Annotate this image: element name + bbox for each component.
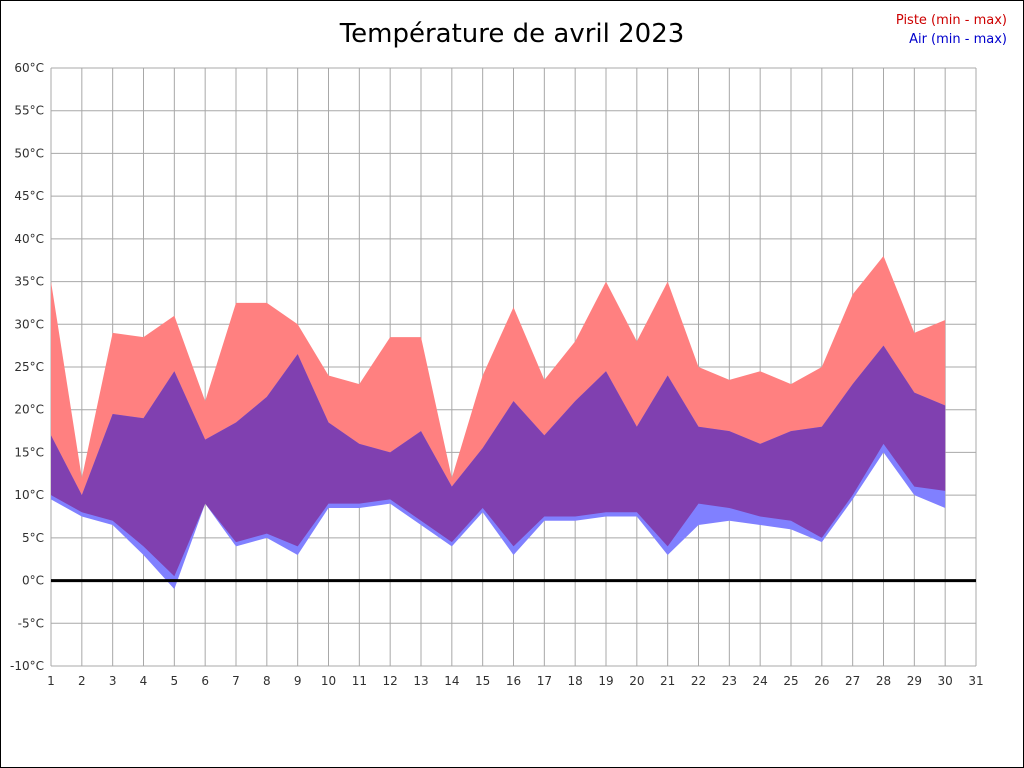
svg-text:45°C: 45°C xyxy=(14,189,44,203)
svg-text:25°C: 25°C xyxy=(14,360,44,374)
svg-text:13: 13 xyxy=(413,674,428,688)
svg-text:21: 21 xyxy=(660,674,675,688)
svg-text:20°C: 20°C xyxy=(14,403,44,417)
svg-text:-10°C: -10°C xyxy=(10,659,44,673)
svg-text:10: 10 xyxy=(321,674,336,688)
svg-text:11: 11 xyxy=(352,674,367,688)
svg-text:31: 31 xyxy=(968,674,983,688)
svg-text:28: 28 xyxy=(876,674,891,688)
svg-text:27: 27 xyxy=(845,674,860,688)
svg-text:16: 16 xyxy=(506,674,521,688)
svg-text:50°C: 50°C xyxy=(14,146,44,160)
svg-text:23: 23 xyxy=(722,674,737,688)
svg-text:7: 7 xyxy=(232,674,240,688)
svg-text:60°C: 60°C xyxy=(14,61,44,75)
svg-text:55°C: 55°C xyxy=(14,104,44,118)
svg-text:5°C: 5°C xyxy=(22,531,44,545)
legend: Piste (min - max) Air (min - max) xyxy=(896,11,1007,49)
svg-text:12: 12 xyxy=(383,674,398,688)
svg-text:19: 19 xyxy=(598,674,613,688)
overlap-band xyxy=(51,345,946,577)
chart-title: Température de avril 2023 xyxy=(339,19,685,49)
svg-text:18: 18 xyxy=(568,674,583,688)
svg-text:1: 1 xyxy=(47,674,55,688)
legend-air: Air (min - max) xyxy=(909,32,1007,47)
svg-text:-5°C: -5°C xyxy=(18,616,44,630)
y-axis-labels: -10°C -5°C 0°C 5°C 10°C 15°C 20°C 25°C 30°C 35°C 4… xyxy=(10,61,44,673)
svg-text:5: 5 xyxy=(171,674,179,688)
svg-text:8: 8 xyxy=(263,674,271,688)
svg-text:22: 22 xyxy=(691,674,706,688)
svg-text:17: 17 xyxy=(537,674,552,688)
legend-piste: Piste (min - max) xyxy=(895,13,1007,28)
x-axis-labels: 1 2 3 4 5 6 7 8 9 10 11 12 13 14 15 16 17 18 19 20 21 22 23 24 2… xyxy=(47,674,983,688)
svg-text:14: 14 xyxy=(444,674,459,688)
svg-text:2: 2 xyxy=(78,674,86,688)
svg-text:6: 6 xyxy=(201,674,209,688)
svg-text:20: 20 xyxy=(629,674,644,688)
svg-text:26: 26 xyxy=(814,674,829,688)
svg-text:9: 9 xyxy=(294,674,302,688)
svg-text:10°C: 10°C xyxy=(14,488,44,502)
svg-text:35°C: 35°C xyxy=(14,275,44,289)
svg-text:30°C: 30°C xyxy=(14,317,44,331)
svg-text:0°C: 0°C xyxy=(22,574,44,588)
svg-text:29: 29 xyxy=(907,674,922,688)
svg-text:30: 30 xyxy=(938,674,953,688)
svg-text:3: 3 xyxy=(109,674,117,688)
svg-text:40°C: 40°C xyxy=(14,232,44,246)
svg-text:15: 15 xyxy=(475,674,490,688)
svg-text:4: 4 xyxy=(140,674,148,688)
svg-text:15°C: 15°C xyxy=(14,445,44,459)
svg-text:25: 25 xyxy=(783,674,798,688)
svg-text:24: 24 xyxy=(753,674,768,688)
